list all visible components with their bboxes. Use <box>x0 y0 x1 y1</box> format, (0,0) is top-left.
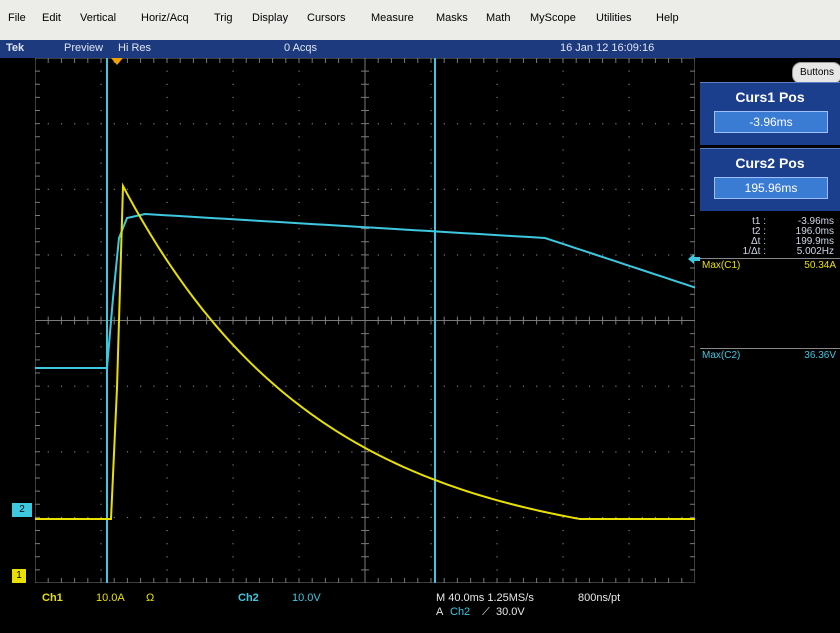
menu-help[interactable]: Help <box>656 12 679 24</box>
datetime: 16 Jan 12 16:09:16 <box>560 42 655 54</box>
menu-display[interactable]: Display <box>252 12 289 24</box>
ch2-scale[interactable]: 10.0V <box>292 592 321 604</box>
menu-measure[interactable]: Measure <box>371 12 414 24</box>
ch1-label[interactable]: Ch1 <box>42 592 63 604</box>
menu-file[interactable]: File <box>8 12 26 24</box>
graticule-grid <box>35 58 695 583</box>
menu-utilities[interactable]: Utilities <box>596 12 632 24</box>
ch2-waveform <box>35 212 695 369</box>
curs1-panel: Curs1 Pos -3.96ms <box>700 82 840 145</box>
trigger-slope-icon: ⟋ <box>482 606 490 618</box>
ch1-waveform <box>35 182 695 520</box>
menu-vertical[interactable]: Vertical <box>80 12 117 24</box>
menu-math[interactable]: Math <box>486 12 511 24</box>
curs2-title: Curs2 Pos <box>735 155 805 171</box>
cursor-lines <box>106 58 436 583</box>
max-c1-measurement[interactable]: Max(C1) 50.34A <box>700 258 840 273</box>
readout-delta: Δt :199.9ms <box>750 236 834 247</box>
timebase[interactable]: M 40.0ms 1.25MS/s <box>436 592 534 604</box>
brand-label: Tek <box>6 42 25 54</box>
acq-count: 0 Acqs <box>284 42 318 54</box>
menu-myscope[interactable]: MyScope <box>530 12 576 24</box>
curs1-value[interactable]: -3.96ms <box>714 111 828 133</box>
waveform-graticule[interactable] <box>35 58 695 583</box>
resolution: 800ns/pt <box>578 592 621 604</box>
curs2-panel: Curs2 Pos 195.96ms <box>700 148 840 211</box>
menu-edit[interactable]: Edit <box>42 12 61 24</box>
right-panel: Buttons Curs1 Pos -3.96ms Curs2 Pos 195.… <box>688 58 840 633</box>
trigger-level[interactable]: 30.0V <box>496 606 525 618</box>
curs2-value[interactable]: 195.96ms <box>714 177 828 199</box>
scope-display: 2 1 <box>0 58 700 603</box>
trigger-prefix: A <box>436 606 444 618</box>
menu-trig[interactable]: Trig <box>214 12 233 24</box>
ch1-scale[interactable]: 10.0A <box>96 592 125 604</box>
preview-label: Preview <box>64 42 104 54</box>
readout-t2: t2 :196.0ms <box>752 226 834 237</box>
cursor-readout: t1 : -3.96ms t2 :196.0ms Δt :199.9ms 1/Δt… <box>700 216 840 266</box>
ch2-level-arrow-icon <box>688 254 700 264</box>
menu-horiz-acq[interactable]: Horiz/Acq <box>141 12 189 24</box>
ch1-ground-marker[interactable]: 1 <box>12 569 26 583</box>
menu-cursors[interactable]: Cursors <box>307 12 346 24</box>
acq-mode-label: Hi Res <box>118 42 152 54</box>
ch2-label[interactable]: Ch2 <box>238 592 259 604</box>
status-bar: Tek Preview Hi Res 0 Acqs 16 Jan 12 16:0… <box>0 40 840 58</box>
ch2-ground-marker[interactable]: 2 <box>12 503 32 517</box>
max-c2-measurement[interactable]: Max(C2) 36.36V <box>700 348 840 363</box>
bottom-status: Ch1 10.0A Ω Ch2 10.0V M 40.0ms 1.25MS/s … <box>0 590 700 633</box>
buttons-button[interactable]: Buttons <box>792 62 840 84</box>
trigger-source[interactable]: Ch2 <box>450 606 471 618</box>
ch1-impedance: Ω <box>146 592 155 604</box>
menu-masks[interactable]: Masks <box>436 12 468 24</box>
readout-t1: t1 : -3.96ms <box>752 216 834 227</box>
menu-bar: File Edit Vertical Horiz/Acq Trig Displa… <box>0 0 840 41</box>
readout-freq: 1/Δt :5.002Hz <box>742 246 834 257</box>
curs1-title: Curs1 Pos <box>735 89 805 105</box>
trigger-position-icon <box>111 58 123 65</box>
